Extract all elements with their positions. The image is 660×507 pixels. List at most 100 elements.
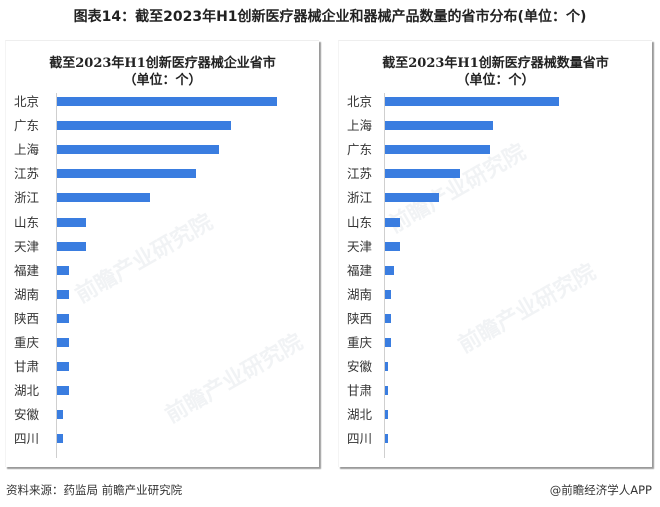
chart-panel-products: 前瞻产业研究院 前瞻产业研究院 截至2023年H1创新医疗器械数量省市 （单位：… (338, 40, 652, 467)
bar (385, 217, 400, 227)
bar (385, 265, 394, 275)
bar-row: 上海 (6, 138, 319, 162)
bar (385, 313, 391, 323)
bar (385, 241, 400, 251)
bar-row: 福建 (6, 259, 319, 283)
bar-row: 江苏 (6, 162, 319, 186)
category-label: 湖北 (14, 383, 40, 399)
category-label: 天津 (14, 238, 40, 254)
bar (57, 386, 69, 396)
category-label: 湖南 (347, 286, 373, 302)
category-label: 江苏 (14, 166, 40, 182)
bar-row: 湖北 (339, 403, 652, 427)
bar (57, 145, 220, 155)
bar-row: 广东 (339, 138, 652, 162)
bar-row: 福建 (339, 259, 652, 283)
bar (385, 338, 391, 347)
category-label: 浙江 (14, 190, 40, 206)
bar-row: 安徽 (6, 403, 319, 427)
bar-row: 北京 (339, 90, 652, 114)
bar-row: 安徽 (339, 355, 652, 379)
bar-row: 天津 (339, 235, 652, 259)
bar (385, 362, 388, 372)
chart-title-unit: （单位：个） (456, 73, 535, 88)
category-label: 湖北 (347, 407, 373, 423)
bar-row: 四川 (339, 427, 652, 451)
category-label: 广东 (14, 118, 40, 134)
bar-row: 甘肃 (6, 355, 319, 379)
bar-plot: 北京上海广东江苏浙江山东天津福建湖南陕西重庆安徽甘肃湖北四川 (339, 41, 652, 467)
chart-title-main: 截至2023年H1创新医疗器械数量省市 (382, 56, 609, 71)
bar-row: 重庆 (6, 331, 319, 355)
y-axis-line (384, 93, 385, 458)
category-label: 福建 (14, 262, 40, 278)
chart-panel-enterprises: 前瞻产业研究院 前瞻产业研究院 截至2023年H1创新医疗器械企业省市 （单位：… (5, 40, 319, 467)
bar-row: 天津 (6, 235, 319, 259)
y-axis-line (56, 93, 57, 458)
category-label: 上海 (14, 142, 40, 158)
bar (57, 362, 69, 372)
category-label: 上海 (347, 118, 373, 134)
bar (57, 193, 150, 203)
category-label: 北京 (347, 94, 373, 109)
bar-row: 重庆 (339, 331, 652, 355)
bar (57, 217, 86, 227)
bar-row: 北京 (6, 90, 319, 114)
credit-note: @前瞻经济学人APP (549, 483, 652, 497)
category-label: 北京 (14, 94, 40, 109)
category-label: 甘肃 (14, 359, 40, 375)
bar-row: 浙江 (6, 186, 319, 210)
category-label: 安徽 (14, 407, 40, 423)
bar (385, 145, 490, 155)
bar-row: 广东 (6, 114, 319, 138)
chart-title: 截至2023年H1创新医疗器械企业省市 （单位：个） (6, 55, 319, 89)
category-label: 天津 (347, 238, 373, 254)
bar-row: 湖北 (6, 379, 319, 403)
bar (385, 434, 388, 444)
category-label: 山东 (347, 214, 373, 230)
bar-row: 江苏 (339, 162, 652, 186)
chart-title-main: 截至2023年H1创新医疗器械企业省市 (49, 56, 276, 71)
bar (57, 289, 69, 299)
bar (57, 313, 69, 323)
bar (57, 121, 231, 131)
bar (385, 410, 388, 420)
category-label: 重庆 (347, 335, 373, 350)
bar (385, 289, 391, 299)
category-label: 福建 (347, 262, 373, 278)
category-label: 四川 (347, 431, 373, 447)
category-label: 陕西 (347, 310, 373, 326)
bar-row: 山东 (339, 211, 652, 235)
bar-row: 甘肃 (339, 379, 652, 403)
bar-row: 湖南 (339, 283, 652, 307)
bar (57, 241, 86, 251)
chart-title-unit: （单位：个） (123, 73, 202, 88)
figure-title: 图表14：截至2023年H1创新医疗器械企业和器械产品数量的省市分布(单位：个) (73, 9, 587, 25)
bar (385, 121, 493, 131)
category-label: 安徽 (347, 359, 373, 375)
bar (57, 434, 63, 444)
bar (385, 386, 388, 396)
source-note: 资料来源：药监局 前瞻产业研究院 (6, 483, 183, 497)
bar-row: 四川 (6, 427, 319, 451)
bar (385, 169, 460, 179)
category-label: 山东 (14, 214, 40, 230)
bar (57, 265, 69, 275)
bar (57, 97, 278, 106)
bar (57, 410, 63, 420)
category-label: 浙江 (347, 190, 373, 206)
bar-row: 上海 (339, 114, 652, 138)
bar-row: 浙江 (339, 186, 652, 210)
category-label: 甘肃 (347, 383, 373, 399)
category-label: 四川 (14, 431, 40, 447)
category-label: 重庆 (14, 335, 40, 350)
bar-plot: 北京 广东 上海 江苏 浙江 山东 天津 福建 湖南 陕西 重庆 甘肃 湖北 安徽 四川 (6, 41, 319, 467)
chart-title: 截至2023年H1创新医疗器械数量省市 （单位：个） (339, 55, 652, 89)
bar-row: 陕西 (6, 307, 319, 331)
bar (385, 97, 559, 106)
bar-row: 山东 (6, 211, 319, 235)
bar (385, 193, 439, 203)
category-label: 陕西 (14, 310, 40, 326)
category-label: 广东 (347, 142, 373, 158)
bar-row: 陕西 (339, 307, 652, 331)
